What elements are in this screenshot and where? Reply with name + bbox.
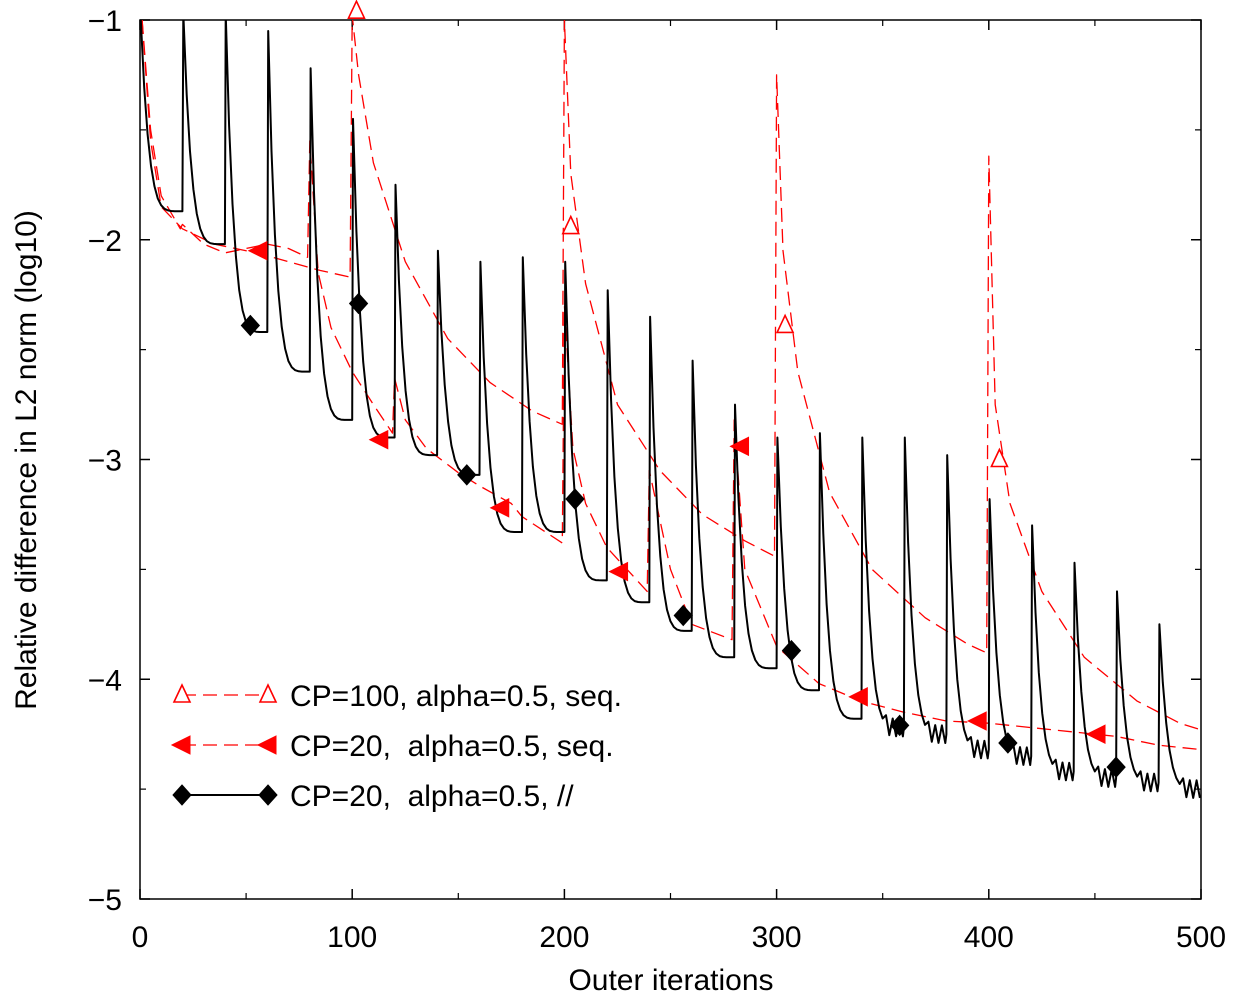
x-tick-label: 200 (539, 921, 589, 954)
x-tick-label: 0 (132, 921, 149, 954)
y-axis-title: Relative difference in L2 norm (log10) (10, 210, 43, 710)
series-marker-2 (368, 429, 389, 450)
x-tick-label: 400 (964, 921, 1014, 954)
series-line-2 (141, 20, 1201, 751)
plot-frame (139, 19, 1202, 900)
series-marker-2 (848, 687, 868, 707)
series-marker-1 (347, 0, 366, 20)
series-layer (140, 20, 1201, 799)
series-marker-3 (890, 714, 910, 737)
y-tick-label: −5 (88, 884, 122, 917)
x-axis-title: Outer iterations (568, 964, 773, 997)
series-marker-3 (781, 639, 802, 662)
legend: CP=100, alpha=0.5, seq. CP=20, alpha=0.5,… (170, 680, 622, 813)
series-marker-3 (240, 314, 261, 337)
legend-marker-2-start (170, 735, 191, 755)
y-tick-label: −3 (88, 445, 122, 478)
legend-marker-1-end (258, 683, 278, 703)
legend-label-1: CP=100, alpha=0.5, seq. (290, 680, 622, 713)
series-marker-3 (1106, 756, 1126, 778)
series-marker-2 (967, 711, 987, 731)
series-marker-3 (998, 732, 1018, 754)
series-marker-1 (561, 214, 581, 235)
legend-marker-1-start (172, 683, 192, 703)
series-marker-3 (565, 488, 585, 510)
x-tick-label: 100 (327, 921, 377, 954)
ticks-layer: 0 100 200 300 400 500 −5 −4 −3 −2 −1 (88, 5, 1226, 954)
series-marker-2 (729, 436, 750, 457)
series-clip-group (140, 20, 1201, 799)
series-marker-1 (775, 313, 795, 334)
markers-layer (240, 0, 1126, 778)
series-marker-3 (457, 464, 477, 486)
series-marker-3 (348, 292, 369, 315)
y-tick-label: −4 (88, 664, 122, 697)
legend-label-3: CP=20, alpha=0.5, // (290, 780, 574, 813)
series-marker-2 (247, 240, 268, 261)
series-line-1 (141, 20, 1201, 731)
y-tick-label: −1 (88, 5, 122, 38)
legend-label-2: CP=20, alpha=0.5, seq. (290, 730, 614, 763)
x-tick-label: 500 (1176, 921, 1226, 954)
series-line-3 (140, 20, 1201, 799)
series-marker-2 (608, 561, 629, 582)
legend-marker-3-start (172, 784, 192, 806)
series-marker-1 (990, 447, 1009, 468)
series-marker-2 (1085, 724, 1106, 744)
legend-marker-2-end (256, 735, 277, 755)
legend-marker-3-end (258, 784, 278, 806)
series-marker-3 (673, 604, 693, 627)
y-tick-label: −2 (88, 225, 122, 258)
series-marker-2 (489, 498, 510, 518)
x-tick-label: 300 (752, 921, 802, 954)
